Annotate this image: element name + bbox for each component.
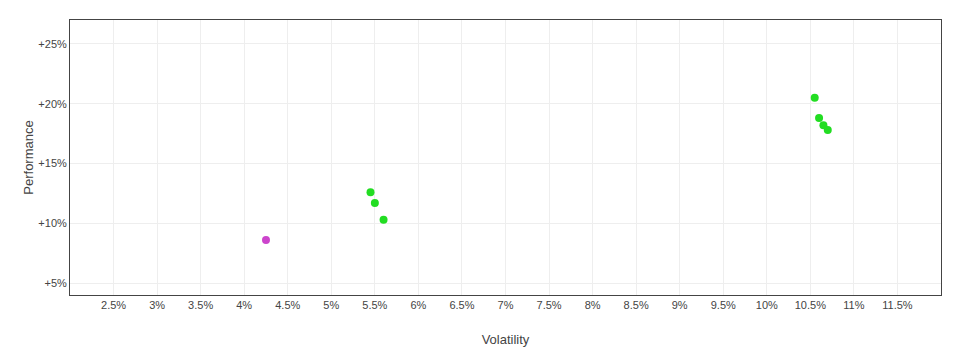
svg-text:Performance: Performance: [21, 120, 36, 194]
svg-text:7%: 7%: [498, 299, 514, 311]
svg-text:+15%: +15%: [38, 157, 67, 169]
svg-text:8.5%: 8.5%: [624, 299, 649, 311]
svg-text:6.5%: 6.5%: [449, 299, 474, 311]
svg-text:11.5%: 11.5%: [882, 299, 913, 311]
svg-text:3%: 3%: [149, 299, 165, 311]
svg-text:9.5%: 9.5%: [711, 299, 736, 311]
svg-text:4.5%: 4.5%: [275, 299, 300, 311]
svg-text:4%: 4%: [236, 299, 252, 311]
svg-text:+10%: +10%: [38, 217, 67, 229]
svg-text:6%: 6%: [410, 299, 426, 311]
svg-text:5%: 5%: [323, 299, 339, 311]
svg-text:5.5%: 5.5%: [362, 299, 387, 311]
svg-text:9%: 9%: [672, 299, 688, 311]
svg-text:2.5%: 2.5%: [101, 299, 126, 311]
svg-text:3.5%: 3.5%: [188, 299, 213, 311]
svg-text:7.5%: 7.5%: [537, 299, 562, 311]
svg-text:+5%: +5%: [44, 277, 67, 289]
svg-text:Volatility: Volatility: [482, 332, 530, 347]
svg-text:+20%: +20%: [38, 98, 67, 110]
svg-text:11%: 11%: [843, 299, 864, 311]
svg-text:8%: 8%: [585, 299, 601, 311]
svg-text:+25%: +25%: [38, 38, 67, 50]
svg-text:10.5%: 10.5%: [795, 299, 826, 311]
svg-text:10%: 10%: [756, 299, 778, 311]
